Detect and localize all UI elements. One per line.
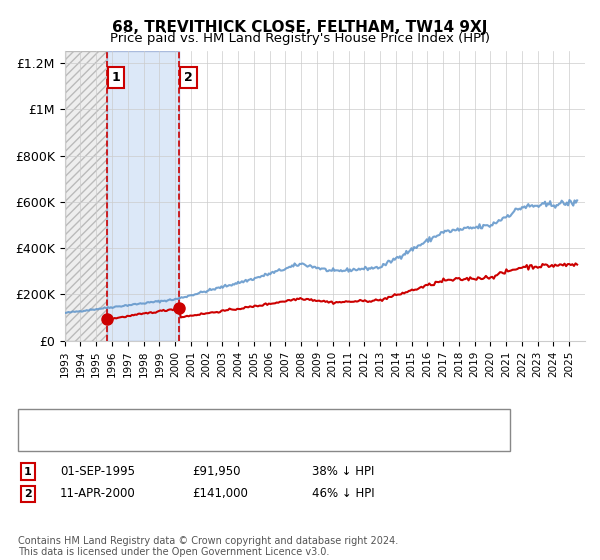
Text: 46% ↓ HPI: 46% ↓ HPI xyxy=(312,487,374,501)
Text: Contains HM Land Registry data © Crown copyright and database right 2024.
This d: Contains HM Land Registry data © Crown c… xyxy=(18,535,398,557)
Text: 11-APR-2000: 11-APR-2000 xyxy=(60,487,136,501)
Text: 2: 2 xyxy=(184,71,193,84)
Text: £91,950: £91,950 xyxy=(192,465,241,478)
Text: £141,000: £141,000 xyxy=(192,487,248,501)
Text: 1: 1 xyxy=(112,71,120,84)
Text: ———: ——— xyxy=(33,412,74,426)
Bar xyxy=(65,52,107,341)
Text: Price paid vs. HM Land Registry's House Price Index (HPI): Price paid vs. HM Land Registry's House … xyxy=(110,32,490,45)
Text: 01-SEP-1995: 01-SEP-1995 xyxy=(60,465,135,478)
Text: 38% ↓ HPI: 38% ↓ HPI xyxy=(312,465,374,478)
Text: 1: 1 xyxy=(24,466,32,477)
Text: 68, TREVITHICK CLOSE, FELTHAM, TW14 9XJ: 68, TREVITHICK CLOSE, FELTHAM, TW14 9XJ xyxy=(112,20,488,35)
Bar xyxy=(107,52,179,341)
Text: HPI: Average price, detached house, Hounslow: HPI: Average price, detached house, Houn… xyxy=(78,435,322,445)
Text: ———: ——— xyxy=(33,433,74,447)
Text: 2: 2 xyxy=(24,489,32,499)
Text: 68, TREVITHICK CLOSE, FELTHAM, TW14 9XJ (detached house): 68, TREVITHICK CLOSE, FELTHAM, TW14 9XJ … xyxy=(78,414,401,424)
